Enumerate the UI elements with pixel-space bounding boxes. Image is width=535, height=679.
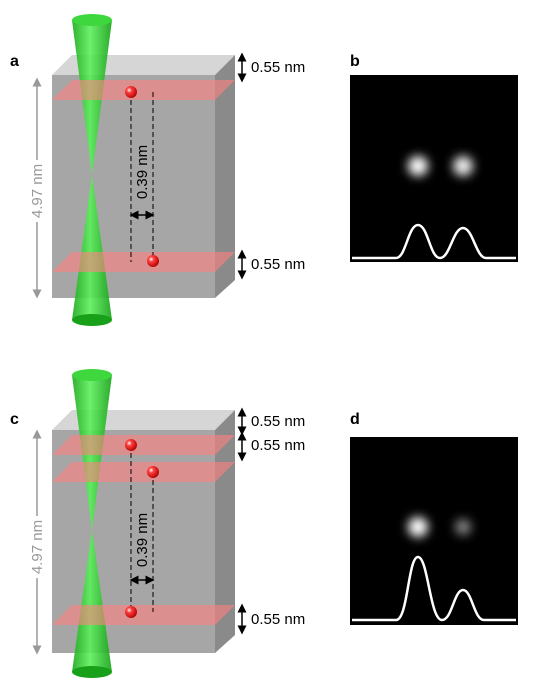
spot: [455, 519, 471, 535]
layer-plane: [52, 462, 235, 482]
panel-label: a: [10, 53, 19, 70]
atom: [147, 255, 159, 267]
beam-end: [72, 14, 112, 26]
atom: [125, 606, 137, 618]
atom: [125, 439, 137, 451]
spot: [408, 156, 428, 176]
depth-label: 4.97 nm: [29, 520, 46, 574]
layer-label: 0.55 nm: [251, 256, 305, 273]
beam-end: [72, 314, 112, 326]
panel-label: c: [10, 411, 19, 428]
figure: a 0.39 nm 4.97 nm 0.55 nm 0.55 nm b c: [0, 0, 535, 679]
image: [350, 437, 518, 625]
beam-end: [72, 666, 112, 678]
atom: [125, 86, 137, 98]
layer-plane: [52, 252, 235, 272]
panel-a: a 0.39 nm 4.97 nm 0.55 nm 0.55 nm: [10, 14, 305, 326]
panel-label: d: [350, 411, 360, 428]
depth-label: 4.97 nm: [29, 164, 46, 218]
separation-label: 0.39 nm: [134, 145, 151, 199]
layer-plane: [52, 80, 235, 100]
layer-plane: [52, 605, 235, 625]
separation-label: 0.39 nm: [134, 513, 151, 567]
panel-label: b: [350, 53, 360, 70]
spot: [453, 156, 473, 176]
layer-label: 0.55 nm: [251, 437, 305, 454]
spot: [408, 517, 428, 537]
panel-d: d: [350, 411, 518, 625]
layer-label: 0.55 nm: [251, 611, 305, 628]
layer-plane: [52, 435, 235, 455]
image: [350, 75, 518, 262]
panel-b: b: [350, 53, 518, 262]
layer-label: 0.55 nm: [251, 413, 305, 430]
atom: [147, 466, 159, 478]
panel-c: c 0.39 nm 4.97 nm 0.55 nm 0.55 nm 0.55 n…: [10, 369, 305, 678]
beam-end: [72, 369, 112, 381]
layer-label: 0.55 nm: [251, 59, 305, 76]
